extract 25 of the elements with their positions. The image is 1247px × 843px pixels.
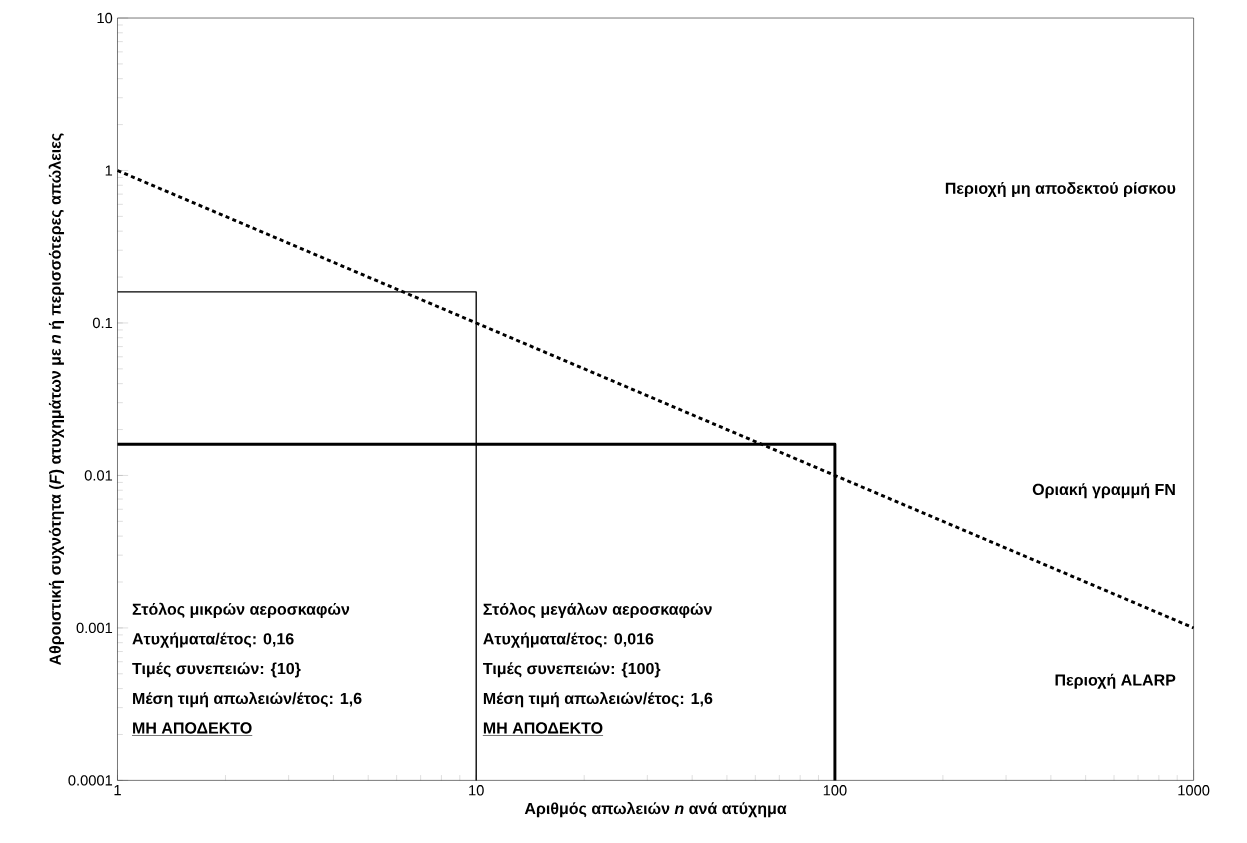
- x-axis-title: Αριθμός απωλειών n ανά ατύχημα: [524, 801, 787, 818]
- x-tick-label: 10: [469, 785, 484, 796]
- y-tick-label: 0.0001: [68, 775, 113, 786]
- annotation: ΜΗ ΑΠΟΔΕΚΤΟ: [483, 722, 603, 734]
- annotation: Μέση τιμή απωλειών/έτος: 1,6: [133, 691, 362, 708]
- y-tick-label: 10: [97, 12, 113, 24]
- x-tick-label: 100: [823, 785, 847, 796]
- y-tick-label: 0.1: [92, 317, 113, 329]
- annotation: Περιοχή μη αποδεκτού ρίσκου: [945, 181, 1176, 198]
- y-tick-label: 1: [105, 165, 113, 176]
- x-tick-label: 1: [114, 785, 121, 796]
- y-axis-title: Αθροιστική συχνότητα (F) ατυχημάτων με n ή περισσότερες απώλειες: [48, 133, 65, 666]
- x-tick-label: 1000: [1178, 785, 1210, 796]
- y-tick-label: 0.001: [76, 622, 113, 634]
- annotation: Τιμές συνεπειών: {10}: [132, 662, 301, 678]
- annotation: Οριακή γραμμή FN: [1032, 483, 1175, 499]
- annotation: ΜΗ ΑΠΟΔΕΚΤΟ: [133, 722, 252, 734]
- annotation: Στόλος μικρών αεροσκαφών: [132, 602, 350, 618]
- annotation: Τιμές συνεπειών: {100}: [483, 662, 661, 678]
- annotation: Στόλος μεγάλων αεροσκαφών: [483, 602, 712, 618]
- annotation: Ατυχήματα/έτος: 0,16: [132, 632, 294, 648]
- annotation: Ατυχήματα/έτος: 0,016: [483, 632, 654, 648]
- annotation: Μέση τιμή απωλειών/έτος: 1,6: [483, 691, 713, 708]
- y-tick-label: 0.01: [84, 470, 113, 481]
- annotation: Περιοχή ALARP: [1055, 673, 1176, 689]
